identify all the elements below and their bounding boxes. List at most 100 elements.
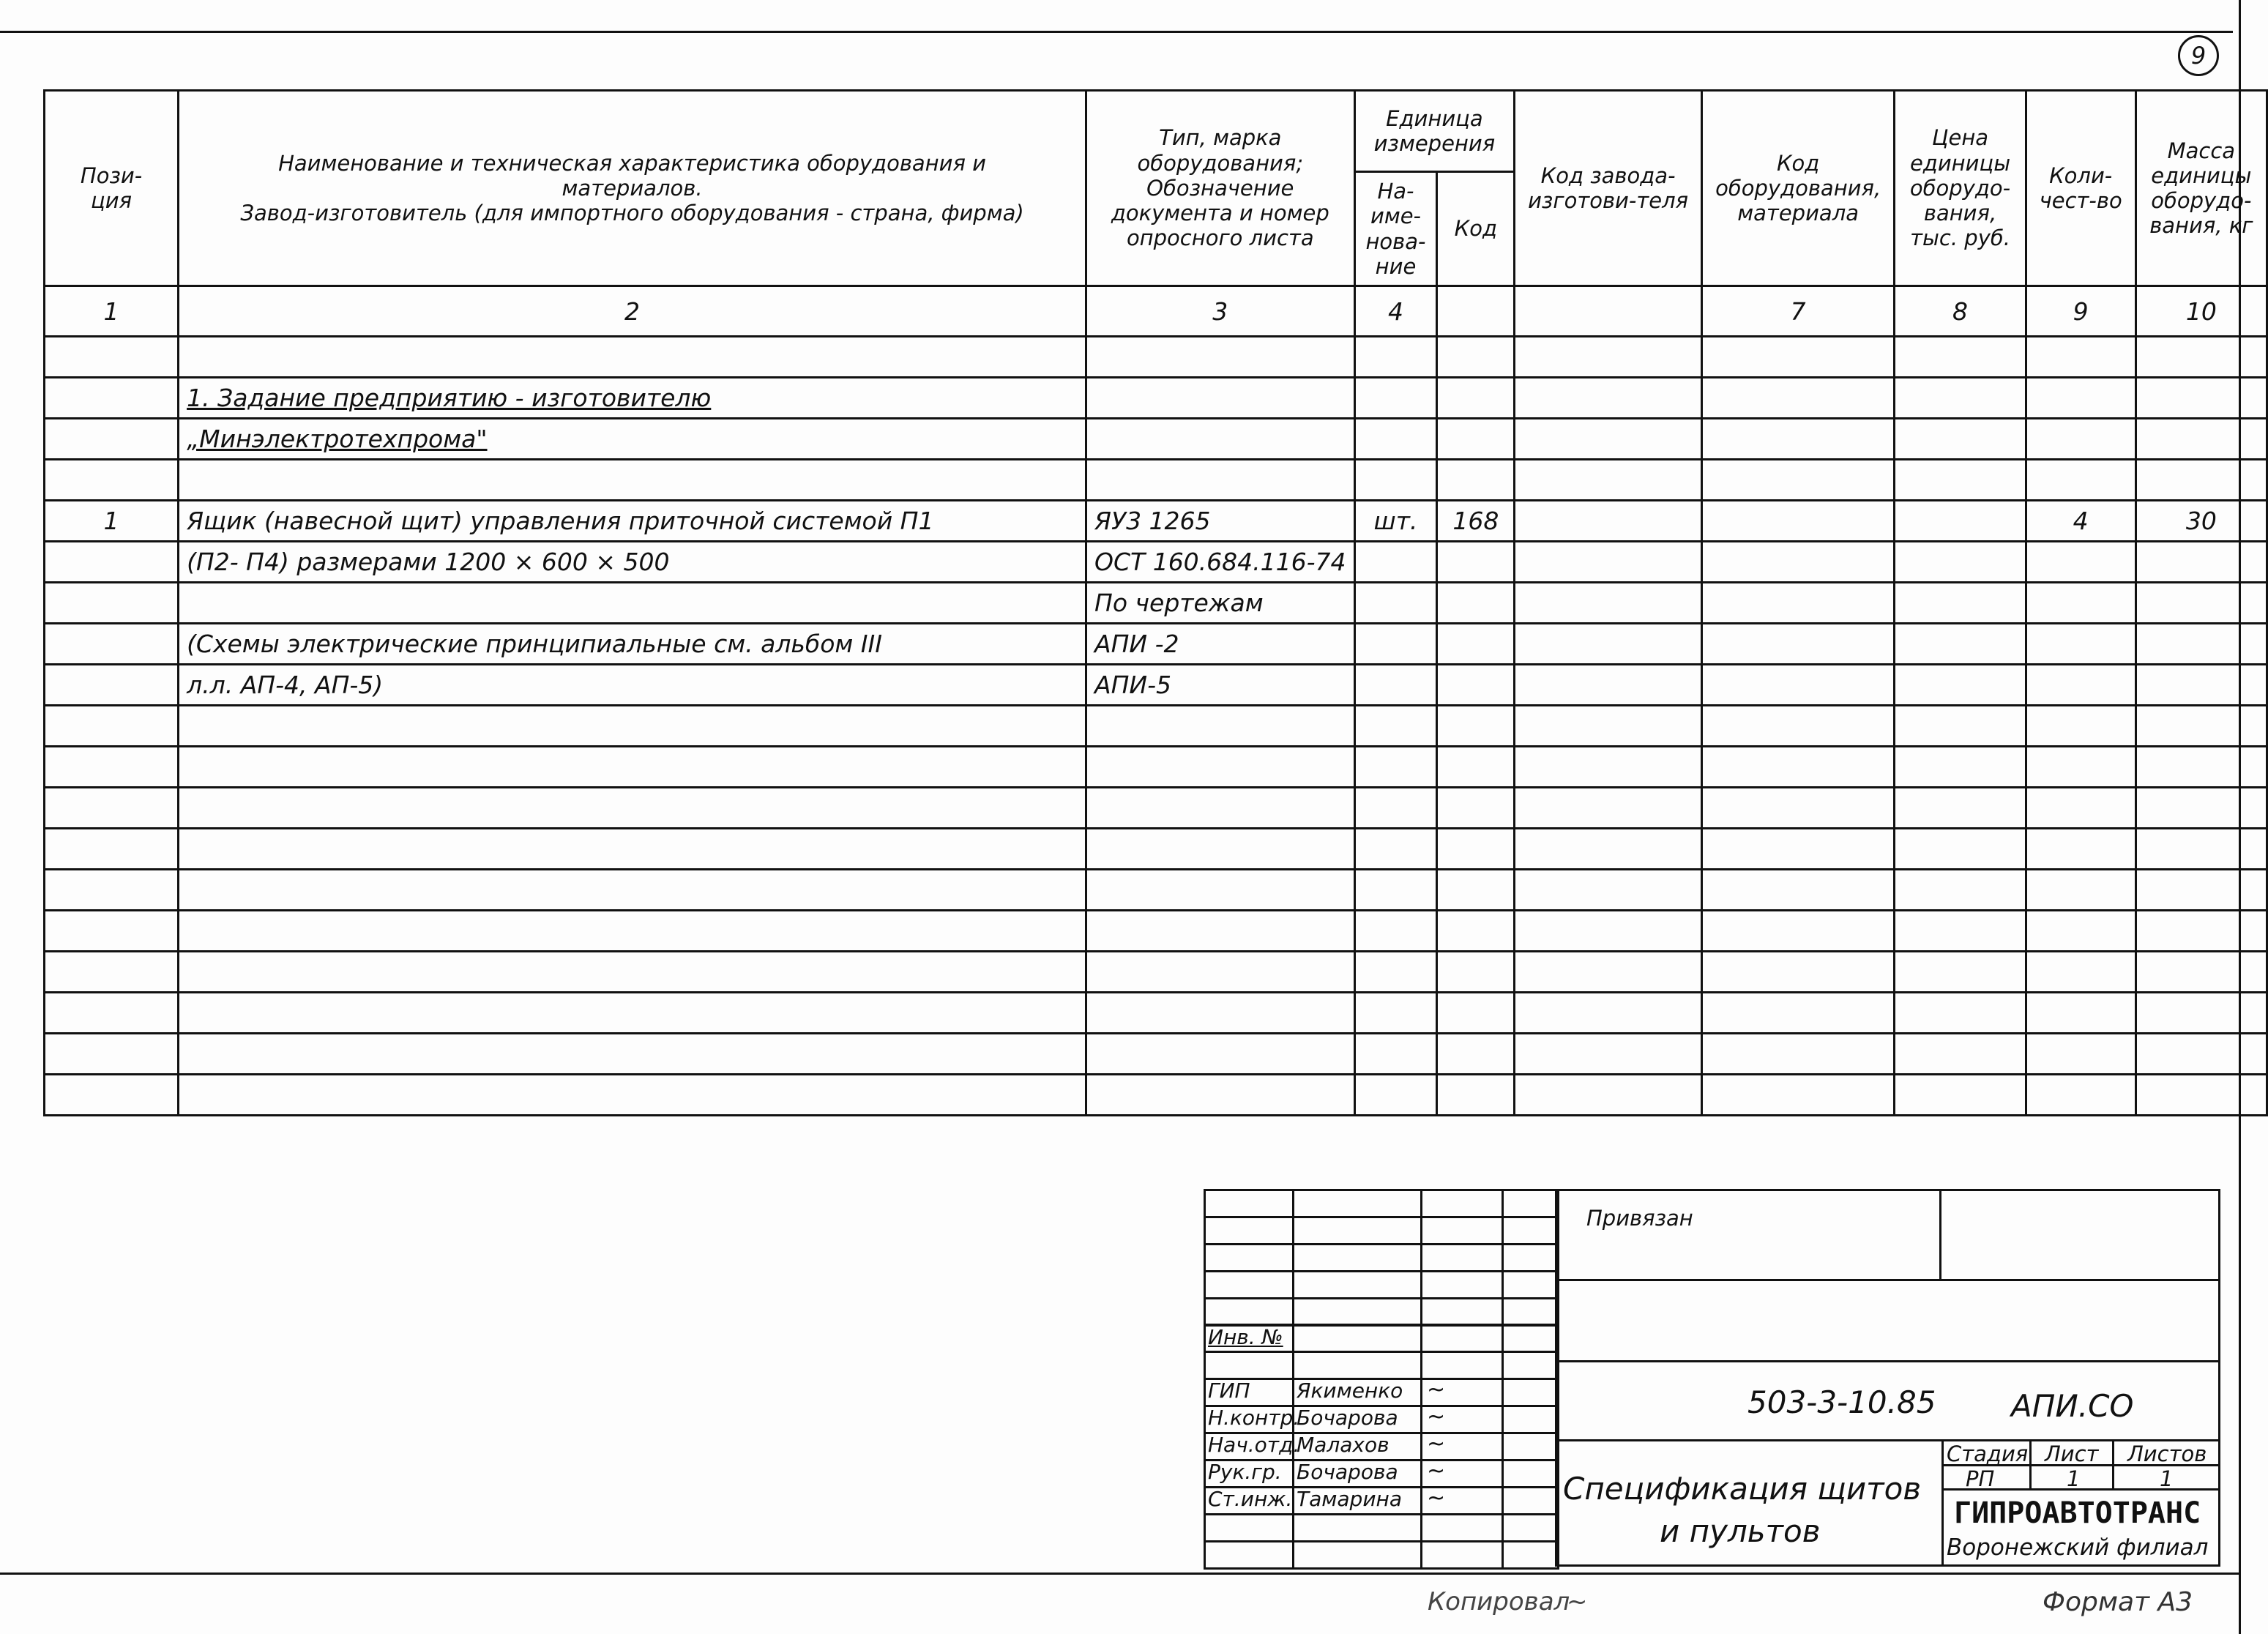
cell-position xyxy=(42,540,180,583)
cell-name xyxy=(177,1032,1088,1075)
cell-position xyxy=(42,950,180,993)
cell-unit-code xyxy=(1436,827,1516,870)
cell-name: 2 xyxy=(177,285,1088,337)
signature-grid-cell xyxy=(1420,1540,1504,1570)
signature-grid-cell xyxy=(1502,1432,1559,1461)
signature-grid-cell: Бочарова xyxy=(1292,1405,1422,1435)
cell-position: 1 xyxy=(42,285,180,337)
signature-grid-cell xyxy=(1502,1297,1559,1327)
cell-unit-name xyxy=(1353,663,1439,706)
cell-type xyxy=(1085,827,1356,870)
cell-name xyxy=(177,704,1088,747)
signer-name: Якименко xyxy=(1297,1379,1403,1403)
cell-unit-name xyxy=(1353,540,1439,583)
cell-equipment-code xyxy=(1700,663,1896,706)
signature-grid-cell xyxy=(1502,1512,1559,1542)
cell-name xyxy=(177,335,1088,378)
cell-unit-code xyxy=(1436,376,1516,419)
signature-grid-cell xyxy=(1502,1269,1559,1299)
cell-equipment-code: 7 xyxy=(1700,285,1896,337)
header-name-line1: Наименование и техническая характеристик… xyxy=(278,150,987,176)
table-row: „Минэлектротехпрома" xyxy=(42,417,2268,460)
cell-equipment-code xyxy=(1700,704,1896,747)
cell-equipment-code xyxy=(1700,458,1896,501)
cell-unit-name xyxy=(1353,950,1439,993)
signature-grid-cell xyxy=(1502,1324,1559,1354)
stage-value: РП xyxy=(1966,1466,1995,1491)
cell-name xyxy=(177,991,1088,1034)
cell-quantity xyxy=(2024,704,2137,747)
top-border xyxy=(1083,31,2233,33)
cell-name: (П2- П4) размерами 1200 × 600 × 500 xyxy=(177,540,1088,583)
cell-factory-code xyxy=(1513,499,1703,542)
cell-equipment-code xyxy=(1700,1073,1896,1116)
specification-table: Пози- ция Наименование и техническая хар… xyxy=(42,89,2268,1116)
cell-quantity xyxy=(2024,827,2137,870)
cell-quantity xyxy=(2024,663,2137,706)
cell-position xyxy=(42,663,180,706)
signature-grid-cell xyxy=(1502,1459,1559,1488)
cell-unit-code xyxy=(1436,581,1516,624)
cell-unit-code xyxy=(1436,622,1516,665)
cell-type xyxy=(1085,868,1356,911)
cell-factory-code xyxy=(1513,417,1703,460)
cell-quantity xyxy=(2024,991,2137,1034)
cell-factory-code xyxy=(1513,1073,1703,1116)
cell-name xyxy=(177,950,1088,993)
doc-title-line2: и пультов xyxy=(1660,1513,1821,1549)
signer-role: Ст.инж. xyxy=(1208,1486,1293,1511)
cell-position xyxy=(42,458,180,501)
cell-mass xyxy=(2134,745,2268,788)
handwritten-signature: ~ xyxy=(1427,1458,1446,1484)
signature-grid-cell: Инв. № xyxy=(1204,1324,1294,1354)
table-row: 1. Задание предприятию - изготовителю xyxy=(42,376,2268,419)
cell-mass xyxy=(2134,335,2268,378)
cell-price xyxy=(1893,376,2027,419)
cell-equipment-code xyxy=(1700,909,1896,952)
cell-name xyxy=(177,581,1088,624)
cell-equipment-code xyxy=(1700,335,1896,378)
table-row xyxy=(42,1032,2268,1075)
signature-grid-cell xyxy=(1204,1189,1294,1218)
signer-name: Бочарова xyxy=(1297,1406,1398,1430)
cell-unit-name xyxy=(1353,458,1439,501)
cell-position xyxy=(42,1032,180,1075)
cell-unit-name xyxy=(1353,335,1439,378)
signer-role: ГИП xyxy=(1208,1379,1250,1403)
cell-unit-name xyxy=(1353,622,1439,665)
cell-unit-code xyxy=(1436,704,1516,747)
signature-grid-cell xyxy=(1204,1540,1294,1570)
cell-unit-code xyxy=(1436,950,1516,993)
cell-unit-code: 168 xyxy=(1436,499,1516,542)
cell-unit-code xyxy=(1436,991,1516,1034)
cell-unit-code xyxy=(1436,1073,1516,1116)
cell-equipment-code xyxy=(1700,745,1896,788)
signature-grid-cell xyxy=(1502,1485,1559,1515)
cell-position xyxy=(42,1073,180,1116)
sheet-marker: 9 xyxy=(2178,35,2219,76)
header-unit-name: На-име-нова-ние xyxy=(1353,171,1439,287)
signature-grid-cell xyxy=(1204,1269,1294,1299)
cell-unit-code xyxy=(1436,868,1516,911)
signature-grid-cell: Ст.инж. xyxy=(1204,1485,1294,1515)
stage-value-cell: РП xyxy=(1941,1464,2032,1491)
organization-branch: Воронежский филиал xyxy=(1947,1534,2209,1561)
doc-suffix: АПИ.СО xyxy=(2011,1388,2134,1424)
cell-type: ОСТ 160.684.116-74 xyxy=(1085,540,1356,583)
header-name-line2: материалов. xyxy=(562,175,703,201)
handwritten-signature: ~ xyxy=(1427,1404,1446,1430)
cell-mass xyxy=(2134,540,2268,583)
cell-factory-code xyxy=(1513,285,1703,337)
cell-equipment-code xyxy=(1700,1032,1896,1075)
table-row xyxy=(42,991,2268,1034)
cell-price xyxy=(1893,499,2027,542)
cell-mass xyxy=(2134,991,2268,1034)
copied-by: Копировал xyxy=(1428,1587,1570,1616)
cell-name: (Схемы электрические принципиальные см. … xyxy=(177,622,1088,665)
cell-mass xyxy=(2134,827,2268,870)
doc-code: 503-3-10.85 xyxy=(1747,1384,1936,1420)
header-mass: Масса единицы оборудо-вания, кг xyxy=(2134,89,2268,287)
cell-factory-code xyxy=(1513,704,1703,747)
cell-equipment-code xyxy=(1700,827,1896,870)
